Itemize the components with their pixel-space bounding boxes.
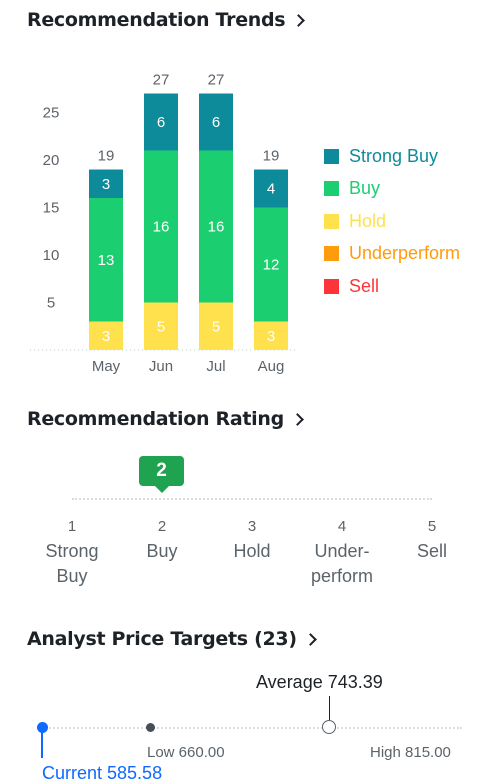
x-tick-label: Aug xyxy=(258,358,285,375)
bar-segment-label: 3 xyxy=(102,328,110,345)
legend-item: Sell xyxy=(324,270,460,303)
rating-scale-number: 1 xyxy=(67,518,77,535)
rating-scale-number: 5 xyxy=(427,518,437,535)
x-tick-label: Jun xyxy=(149,358,173,375)
bar-segment xyxy=(144,93,178,151)
average-target-label: Average 743.39 xyxy=(256,672,383,692)
current-price-marker xyxy=(37,722,48,733)
price-range-line xyxy=(42,727,462,729)
legend-item: Strong Buy xyxy=(324,140,460,173)
bar-segment xyxy=(199,302,233,350)
bar-segment-label: 13 xyxy=(98,252,115,269)
rating-scale-number: 3 xyxy=(247,518,257,535)
bar-segment xyxy=(89,321,123,350)
bar-total-label: 27 xyxy=(153,72,170,89)
legend-label: Strong Buy xyxy=(349,145,439,166)
rating-scale-label: Sell xyxy=(416,541,447,561)
chevron-right-icon xyxy=(292,14,306,27)
bar-segment xyxy=(254,321,288,350)
bar-segment-label: 16 xyxy=(153,219,170,236)
legend-label: Underperform xyxy=(349,243,461,264)
legend-label: Buy xyxy=(349,178,381,199)
legend-label: Sell xyxy=(349,275,380,296)
recommendation-trends-heading[interactable]: Recommendation Trends xyxy=(27,9,306,31)
bar-segment-label: 3 xyxy=(267,328,275,345)
y-tick-label: 25 xyxy=(43,105,60,122)
bar-segment xyxy=(254,207,288,322)
chart-legend: Strong Buy Buy Hold Underperform Sell xyxy=(324,140,460,303)
rating-scale-line xyxy=(72,498,432,500)
bar-total-label: 27 xyxy=(208,72,225,89)
rating-value: 2 xyxy=(156,460,167,481)
current-price-stem xyxy=(41,732,43,758)
x-tick-label: Jul xyxy=(206,358,225,375)
bar-segment-label: 6 xyxy=(157,114,165,131)
average-marker-stem xyxy=(329,696,330,720)
legend-swatch xyxy=(324,148,339,164)
rating-scale-number: 4 xyxy=(337,518,347,535)
rating-scale-label: Hold xyxy=(233,541,271,561)
bar-segment xyxy=(89,198,123,322)
legend-swatch xyxy=(324,213,339,229)
bar-segment-label: 6 xyxy=(212,114,220,131)
chevron-right-icon xyxy=(303,633,317,646)
analyst-price-targets-heading[interactable]: Analyst Price Targets (23) xyxy=(27,628,317,650)
bar-total-label: 19 xyxy=(263,148,280,165)
rating-value-badge: 2 xyxy=(139,456,184,493)
bar-segment-label: 12 xyxy=(263,257,280,274)
high-target-label: High 815.00 xyxy=(370,744,451,761)
rating-scale-number: 2 xyxy=(157,518,167,535)
bar-segment xyxy=(144,150,178,303)
bar-segment-label: 5 xyxy=(157,318,165,335)
legend-item: Buy xyxy=(324,173,460,206)
bar-segment-label: 16 xyxy=(208,219,225,236)
legend-item: Hold xyxy=(324,205,460,238)
bar-segment-label: 4 xyxy=(267,181,275,198)
current-price-label: Current 585.58 xyxy=(42,763,163,783)
bar-segment xyxy=(199,150,233,303)
rating-scale-label: Strong Buy xyxy=(45,541,99,586)
chevron-right-icon xyxy=(291,413,304,426)
y-tick-label: 10 xyxy=(43,247,60,264)
x-tick-label: May xyxy=(92,358,121,375)
rating-scale-label: Under-perform xyxy=(310,541,373,586)
recommendation-trends-title: Recommendation Trends xyxy=(27,9,286,31)
bar-segment xyxy=(144,302,178,350)
recommendation-rating-heading[interactable]: Recommendation Rating xyxy=(27,408,304,430)
low-target-label: Low 660.00 xyxy=(147,744,225,761)
legend-item: Underperform xyxy=(324,238,460,271)
bar-segment xyxy=(199,93,233,151)
bar-total-label: 19 xyxy=(98,148,115,165)
average-marker xyxy=(322,720,336,734)
rating-scale-label: Buy xyxy=(146,541,178,561)
y-tick-label: 5 xyxy=(47,295,55,312)
recommendation-rating-title: Recommendation Rating xyxy=(27,408,284,430)
bar-segment xyxy=(89,169,123,198)
legend-swatch xyxy=(324,181,339,197)
legend-swatch xyxy=(324,278,339,294)
y-tick-label: 15 xyxy=(43,200,60,217)
y-tick-label: 20 xyxy=(43,152,60,169)
bar-segment-label: 5 xyxy=(212,318,220,335)
legend-label: Hold xyxy=(349,210,387,231)
legend-swatch xyxy=(324,246,339,262)
bar-segment xyxy=(254,169,288,208)
low-marker xyxy=(146,723,155,732)
analyst-price-targets-title: Analyst Price Targets (23) xyxy=(27,628,297,650)
bar-segment-label: 3 xyxy=(102,176,110,193)
recommendation-trends-chart: 5 10 15 20 25 3 13 3 19 May 5 16 6 27 Jun 5 16 6 27 Jul 3 12 4… xyxy=(30,72,298,375)
